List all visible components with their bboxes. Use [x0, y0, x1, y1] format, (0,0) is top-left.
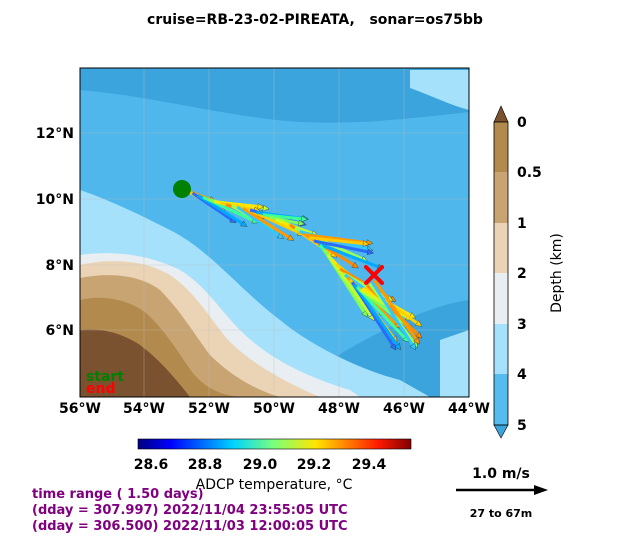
velocity-vector: [355, 285, 406, 339]
velocity-vector: [236, 205, 280, 237]
velocity-vector-head: [361, 310, 368, 318]
velocity-vector-head: [297, 219, 306, 227]
end-time: (dday = 307.997) 2022/11/04 23:55:05 UTC: [32, 503, 348, 518]
velocity-vector-head: [257, 203, 265, 210]
temp-tick-label: 29.2: [297, 457, 332, 473]
velocity-vector: [318, 242, 379, 269]
temp-tick-label: 28.8: [188, 457, 223, 473]
scale-label: 1.0 m/s: [472, 466, 530, 482]
y-tick-label: 10°N: [36, 192, 74, 208]
plot-title: cruise=RB-23-02-PIREATA, sonar=os75bb: [147, 12, 483, 28]
grid: [80, 68, 469, 397]
velocity-vector-head: [414, 320, 423, 327]
temp-tick-label: 29.0: [243, 457, 278, 473]
y-tick-label: 12°N: [36, 126, 74, 142]
velocity-vector-head: [409, 342, 416, 351]
velocity-vectors: [181, 187, 423, 351]
velocity-vector: [373, 279, 418, 341]
velocity-vector: [313, 239, 369, 254]
temperature-colorbar-label: ADCP temperature, °C: [196, 477, 353, 493]
x-tick-label: 56°W: [59, 401, 101, 417]
x-tick-label: 54°W: [123, 401, 165, 417]
velocity-vector-head: [240, 220, 248, 227]
temp-tick-label: 29.4: [352, 457, 387, 473]
velocity-vector-head: [262, 204, 270, 212]
velocity-vector-head: [366, 248, 375, 256]
depth-tick-label: 4: [517, 367, 527, 383]
scale-depth-range: 27 to 67m: [470, 507, 533, 520]
scale-arrow: [456, 485, 548, 495]
velocity-vector: [304, 233, 368, 245]
legend-end: end: [86, 381, 115, 397]
velocity-vector: [353, 283, 399, 346]
map-frame: [79, 67, 470, 398]
x-tick-label: 44°W: [448, 401, 490, 417]
depth-tick-label: 1: [517, 216, 527, 232]
time-range: time range ( 1.50 days): [32, 487, 204, 502]
y-tick-label: 8°N: [46, 258, 74, 274]
depth-tick-label: 3: [517, 317, 527, 333]
x-tick-label: 52°W: [188, 401, 230, 417]
depth-tick-label: 5: [517, 418, 527, 434]
start-marker: [173, 180, 191, 198]
velocity-vector-head: [351, 261, 359, 269]
velocity-vector: [268, 215, 300, 225]
velocity-vector: [370, 281, 414, 346]
velocity-vector: [262, 213, 302, 221]
x-tick-label: 48°W: [318, 401, 360, 417]
temp-tick-label: 28.6: [134, 457, 169, 473]
x-tick-label: 46°W: [383, 401, 425, 417]
start-time: (dday = 306.500) 2022/11/03 12:00:05 UTC: [32, 519, 348, 534]
x-tick-label: 50°W: [253, 401, 295, 417]
legend-start: start: [86, 369, 124, 385]
depth-tick-label: 0: [517, 115, 527, 131]
y-tick-label: 6°N: [46, 323, 74, 339]
temperature-colorbar: [137, 438, 412, 450]
depth-tick-label: 0.5: [517, 165, 542, 181]
depth-tick-label: 2: [517, 266, 527, 282]
velocity-vector: [309, 236, 364, 246]
velocity-vector-head: [286, 234, 295, 241]
end-marker: [364, 265, 384, 285]
velocity-vector-head: [362, 240, 370, 247]
velocity-vector: [242, 207, 290, 239]
depth-colorbar: [493, 105, 509, 439]
depth-colorbar-label: Depth (km): [549, 233, 565, 313]
velocity-vector-head: [413, 337, 420, 345]
velocity-vector-head: [276, 232, 285, 239]
velocity-vector: [220, 201, 255, 212]
velocity-vector-head: [300, 215, 308, 223]
velocity-vector-head: [394, 342, 401, 351]
